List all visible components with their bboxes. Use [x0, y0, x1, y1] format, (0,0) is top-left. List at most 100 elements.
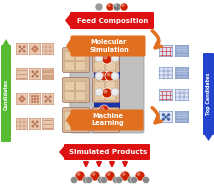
Circle shape [113, 74, 116, 77]
FancyBboxPatch shape [70, 109, 144, 130]
FancyBboxPatch shape [29, 118, 41, 130]
Circle shape [23, 50, 26, 53]
FancyBboxPatch shape [62, 108, 89, 132]
Circle shape [137, 172, 141, 176]
Circle shape [37, 95, 39, 98]
Text: Candidates: Candidates [3, 78, 9, 109]
Circle shape [167, 113, 170, 116]
FancyBboxPatch shape [203, 53, 214, 135]
FancyBboxPatch shape [16, 43, 28, 55]
FancyBboxPatch shape [76, 122, 86, 130]
FancyBboxPatch shape [94, 42, 120, 132]
FancyBboxPatch shape [175, 89, 189, 101]
Circle shape [95, 54, 103, 62]
Bar [176, 68, 188, 71]
Circle shape [49, 95, 52, 98]
FancyBboxPatch shape [64, 91, 74, 101]
Circle shape [47, 98, 49, 100]
FancyBboxPatch shape [42, 93, 54, 105]
FancyBboxPatch shape [95, 51, 104, 60]
Circle shape [95, 88, 103, 96]
Circle shape [102, 54, 112, 64]
FancyBboxPatch shape [159, 67, 173, 79]
Circle shape [31, 101, 33, 103]
Polygon shape [66, 37, 72, 55]
Circle shape [102, 88, 112, 98]
Circle shape [104, 90, 107, 94]
FancyBboxPatch shape [92, 108, 119, 132]
Circle shape [95, 72, 103, 80]
Polygon shape [59, 145, 65, 159]
Circle shape [36, 75, 39, 77]
Bar [43, 75, 53, 79]
Circle shape [162, 113, 165, 116]
Circle shape [107, 4, 110, 7]
Circle shape [98, 177, 104, 184]
Bar [176, 50, 188, 53]
Circle shape [128, 177, 135, 184]
FancyBboxPatch shape [159, 89, 173, 101]
Circle shape [99, 105, 109, 115]
Circle shape [31, 98, 33, 100]
FancyBboxPatch shape [92, 47, 119, 73]
Polygon shape [66, 111, 72, 129]
Circle shape [86, 177, 92, 184]
Circle shape [99, 71, 109, 81]
FancyBboxPatch shape [64, 112, 74, 121]
Polygon shape [65, 13, 71, 28]
FancyBboxPatch shape [70, 36, 146, 57]
Circle shape [122, 172, 125, 176]
Circle shape [34, 95, 36, 98]
Circle shape [34, 123, 36, 125]
Bar [43, 70, 53, 73]
FancyBboxPatch shape [106, 112, 116, 121]
FancyBboxPatch shape [95, 112, 104, 121]
FancyBboxPatch shape [29, 43, 41, 55]
Circle shape [92, 172, 95, 176]
FancyBboxPatch shape [70, 41, 144, 133]
FancyBboxPatch shape [76, 81, 86, 91]
Circle shape [104, 56, 107, 60]
Circle shape [31, 75, 34, 77]
Polygon shape [20, 97, 24, 101]
Circle shape [31, 125, 34, 128]
Polygon shape [31, 45, 39, 53]
Circle shape [111, 72, 119, 80]
Circle shape [120, 171, 130, 181]
Circle shape [107, 172, 110, 176]
Circle shape [113, 3, 121, 11]
Circle shape [114, 4, 117, 7]
FancyBboxPatch shape [62, 77, 89, 102]
Circle shape [34, 98, 36, 100]
Circle shape [34, 73, 36, 75]
FancyBboxPatch shape [92, 77, 119, 102]
Circle shape [122, 4, 125, 7]
Circle shape [83, 177, 89, 184]
Circle shape [18, 45, 21, 48]
Polygon shape [204, 54, 213, 134]
Bar [176, 112, 188, 115]
Circle shape [111, 88, 119, 96]
Text: Feed Composition: Feed Composition [77, 18, 149, 23]
FancyBboxPatch shape [64, 81, 74, 91]
Circle shape [143, 177, 150, 184]
FancyBboxPatch shape [106, 122, 116, 130]
Circle shape [31, 70, 34, 73]
Circle shape [31, 95, 33, 98]
FancyBboxPatch shape [64, 61, 74, 70]
Circle shape [113, 90, 116, 92]
Circle shape [101, 73, 104, 77]
FancyBboxPatch shape [76, 112, 86, 121]
Circle shape [106, 3, 114, 11]
FancyBboxPatch shape [42, 43, 54, 55]
FancyBboxPatch shape [76, 91, 86, 101]
Circle shape [97, 90, 100, 92]
Circle shape [76, 172, 80, 176]
Polygon shape [18, 95, 26, 103]
Text: Machine
Learning: Machine Learning [92, 114, 124, 126]
FancyBboxPatch shape [64, 122, 74, 130]
FancyBboxPatch shape [159, 111, 173, 123]
FancyBboxPatch shape [16, 68, 28, 80]
Bar [176, 119, 188, 122]
Circle shape [23, 45, 26, 48]
